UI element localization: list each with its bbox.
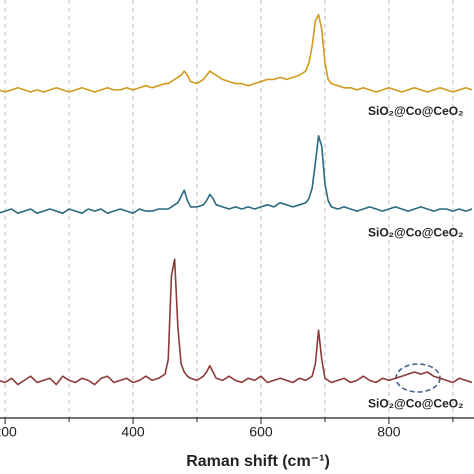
spectrum-line — [0, 13, 473, 93]
x-axis-title: Raman shift (cm⁻¹) — [186, 453, 330, 470]
x-tick-label: 400 — [121, 424, 145, 440]
series-label: SiO₂@Co@CeO₂ — [368, 104, 463, 118]
x-tick-label: 800 — [377, 424, 401, 440]
x-tick-label: 600 — [249, 424, 273, 440]
spectrum-line — [0, 258, 473, 386]
series-label: SiO₂@Co@CeO₂ — [368, 225, 463, 239]
series-label: SiO₂@Co@CeO₂ — [368, 397, 463, 411]
highlight-circle — [395, 363, 441, 393]
x-tick-label: 200 — [0, 424, 17, 440]
spectrum-line — [0, 135, 473, 214]
